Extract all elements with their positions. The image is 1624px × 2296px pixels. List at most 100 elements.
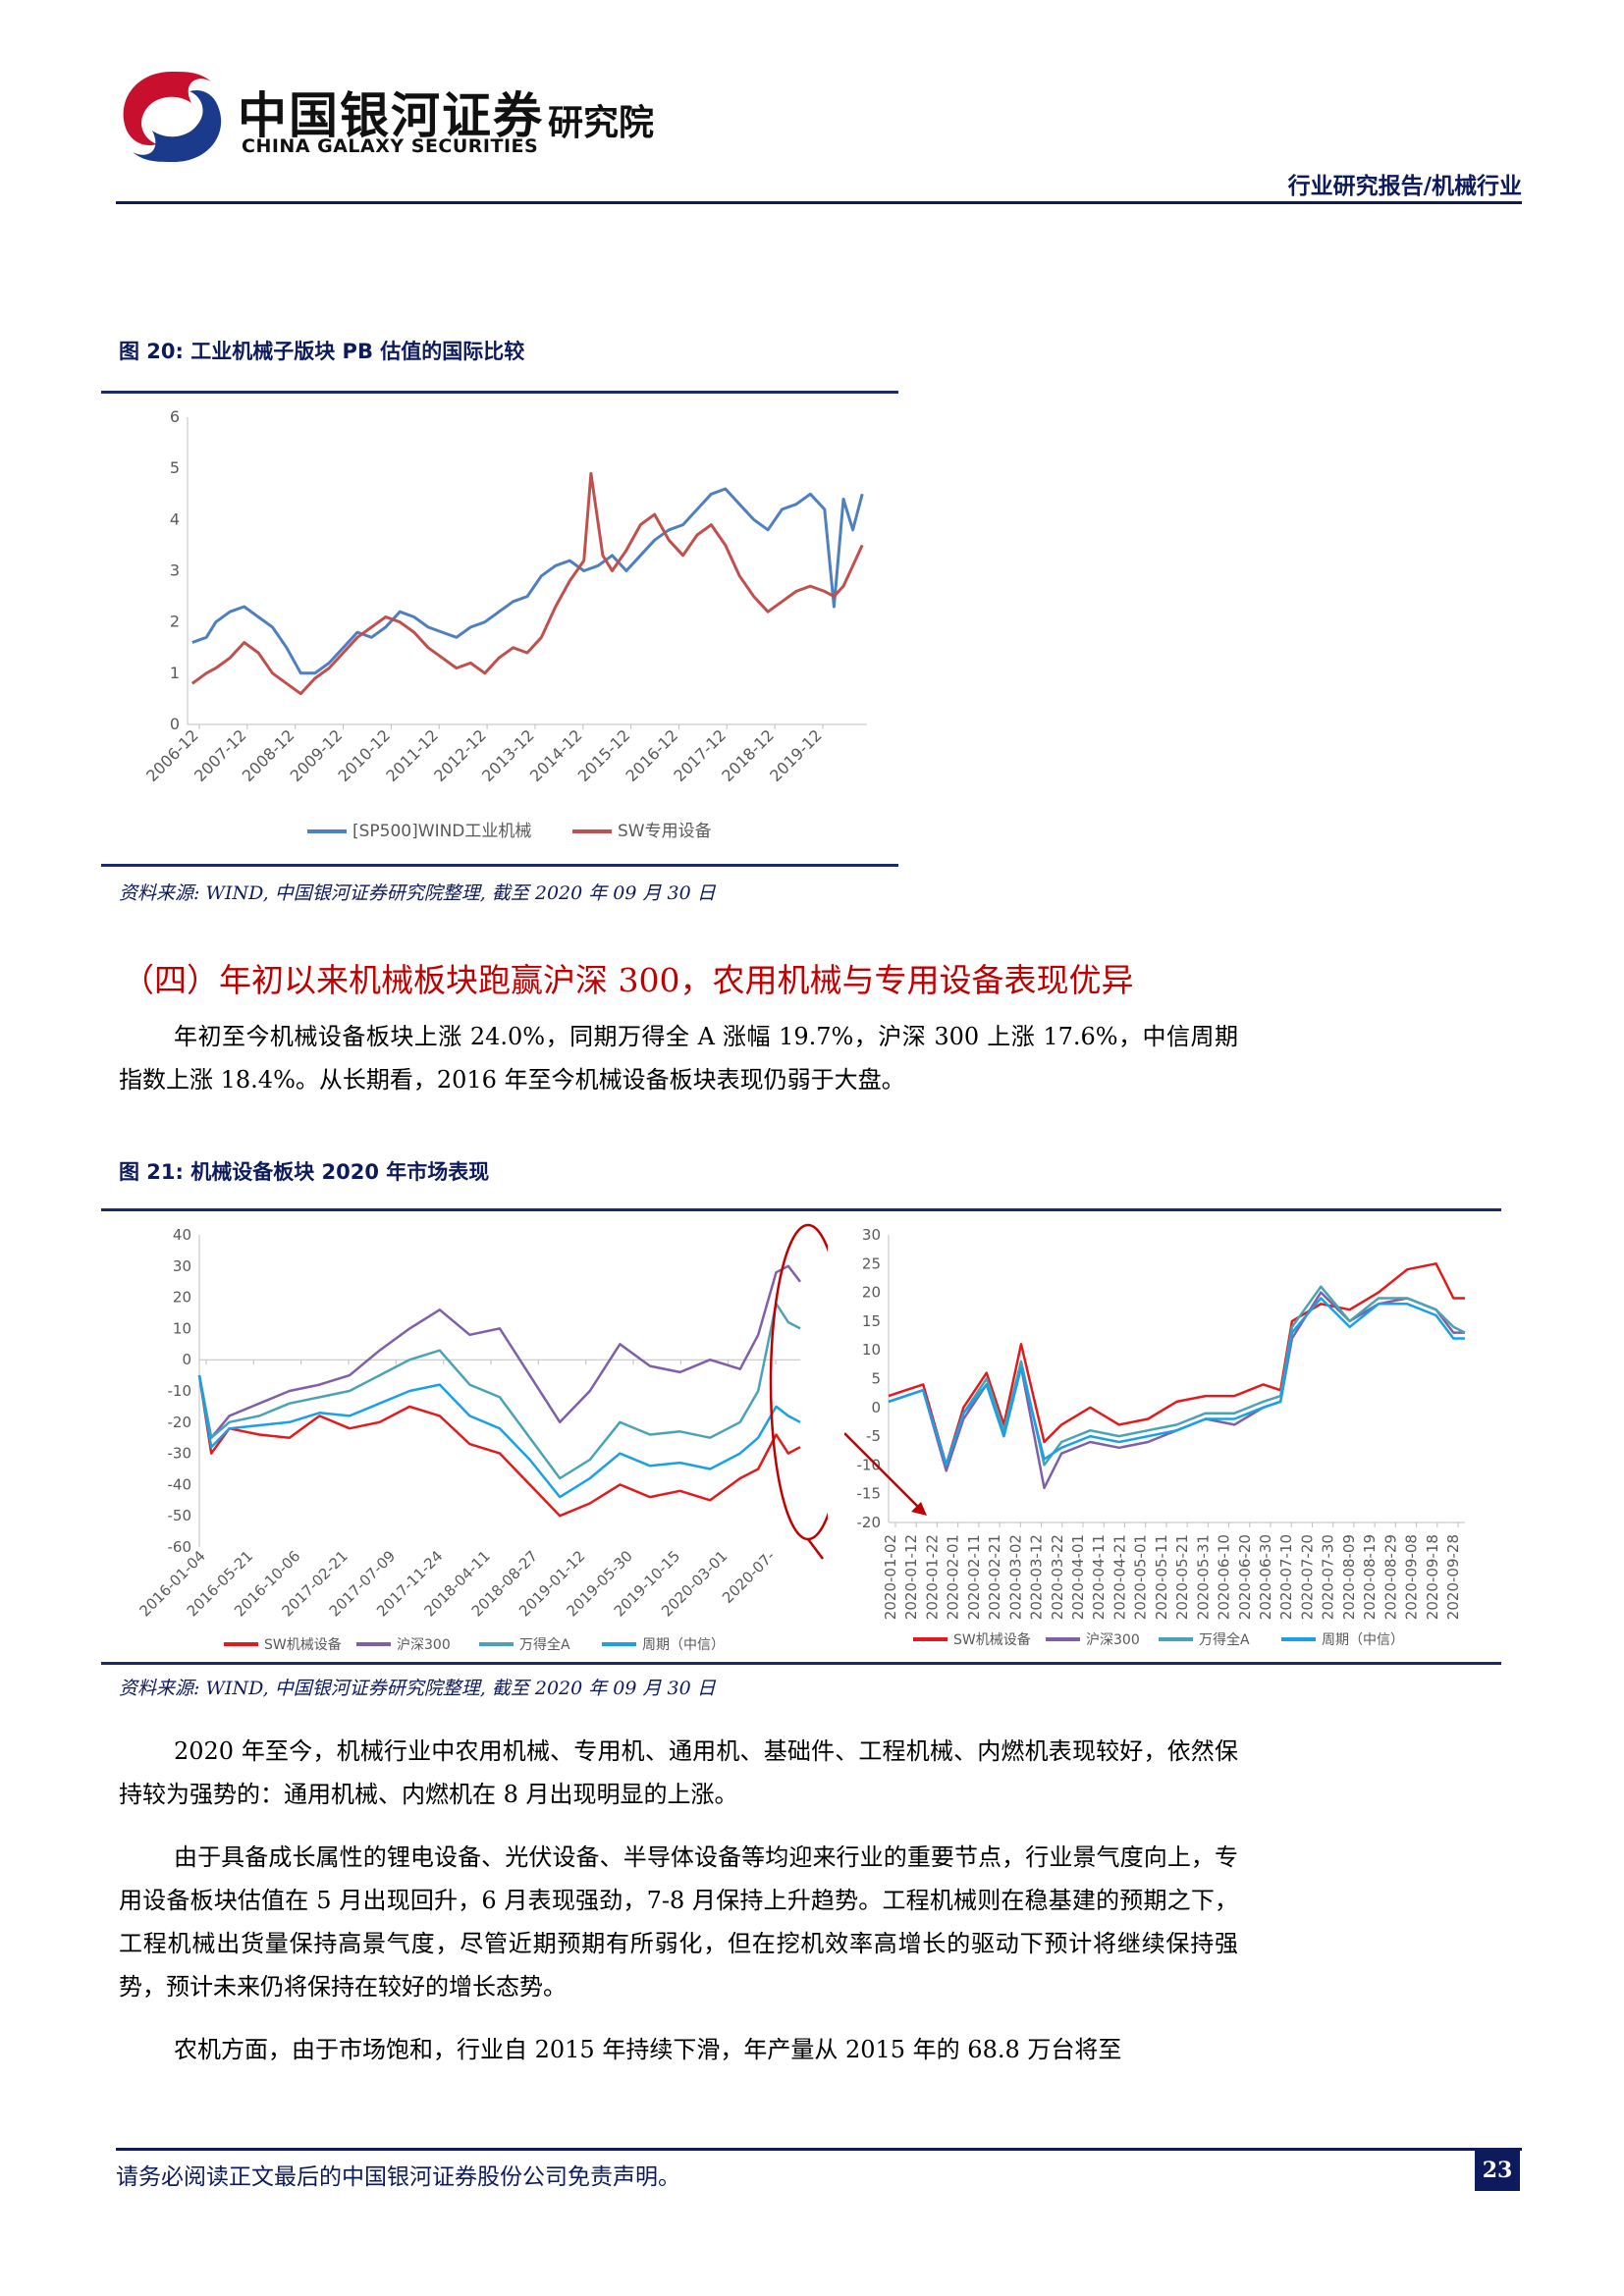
x-tick-label: 2020-08-09 bbox=[1340, 1534, 1358, 1620]
y-tick-label: 3 bbox=[170, 561, 180, 580]
figure21-title: 图 21: 机械设备板块 2020 年市场表现 bbox=[119, 1160, 490, 1184]
y-tick-label: -20 bbox=[857, 1514, 882, 1531]
report-category: 行业研究报告/机械行业 bbox=[1287, 174, 1522, 199]
x-tick-label: 2014-12 bbox=[526, 725, 586, 785]
x-tick-label: 2017-12 bbox=[670, 725, 730, 785]
paragraph-4: 农机方面，由于市场饱和，行业自 2015 年持续下滑，年产量从 2015 年的 … bbox=[174, 2036, 1122, 2063]
x-tick-label: 2020-02-21 bbox=[986, 1534, 1003, 1620]
x-tick-label: 2020-07-30 bbox=[1320, 1534, 1337, 1620]
x-tick-label: 2020-06-10 bbox=[1216, 1534, 1233, 1620]
x-tick-label: 2020-09-18 bbox=[1424, 1534, 1441, 1620]
y-tick-label: 20 bbox=[173, 1289, 191, 1307]
x-tick-label: 2020-04-11 bbox=[1090, 1534, 1108, 1620]
x-tick-label: 2020-09-28 bbox=[1444, 1534, 1462, 1620]
logo-institute: 研究院 bbox=[548, 103, 655, 143]
x-tick-label: 2018-12 bbox=[718, 725, 778, 785]
y-tick-label: 0 bbox=[170, 715, 180, 733]
y-tick-label: 6 bbox=[170, 407, 180, 426]
x-tick-label: 2020-03-02 bbox=[1006, 1534, 1024, 1620]
series-line-3 bbox=[197, 1374, 801, 1499]
x-tick-label: 2020-03-12 bbox=[1028, 1534, 1046, 1620]
series-line-0 bbox=[888, 1262, 1465, 1467]
footer-disclaimer: 请务必阅读正文最后的中国银河证券股份公司免责声明。 bbox=[116, 2164, 680, 2190]
x-tick-label: 2020-02-01 bbox=[945, 1534, 962, 1620]
figure21-bottom-rule bbox=[101, 1662, 1501, 1665]
legend-label-2: 万得全A bbox=[1199, 1631, 1250, 1648]
x-tick-label: 2007-12 bbox=[190, 725, 250, 785]
x-tick-label: 2020-07-10 bbox=[1277, 1534, 1295, 1620]
arrow-line-start bbox=[807, 1538, 824, 1560]
series-line-1 bbox=[190, 471, 864, 696]
legend-label-3: 周期（中信） bbox=[642, 1637, 725, 1653]
y-tick-label: -60 bbox=[168, 1538, 192, 1556]
y-tick-label: 40 bbox=[173, 1226, 191, 1244]
x-tick-label: 2020-02-11 bbox=[965, 1534, 983, 1620]
highlight-ellipse bbox=[769, 1223, 828, 1541]
y-tick-label: -30 bbox=[168, 1445, 192, 1463]
section-heading: （四）年初以来机械板块跑赢沪深 300，农用机械与专用设备表现优异 bbox=[122, 961, 1134, 999]
series-line-3 bbox=[888, 1297, 1465, 1467]
y-tick-label: -10 bbox=[168, 1382, 192, 1400]
figure20-top-rule bbox=[101, 391, 898, 394]
x-tick-label: 2010-12 bbox=[335, 725, 395, 785]
figure20-bottom-rule bbox=[101, 864, 898, 867]
figure20-title: 图 20: 工业机械子版块 PB 估值的国际比较 bbox=[119, 340, 525, 363]
x-tick-label: 2015-12 bbox=[574, 725, 634, 785]
series-line-0 bbox=[191, 487, 864, 675]
arrow-head-icon bbox=[911, 1502, 927, 1516]
x-tick-label: 2020-01-12 bbox=[902, 1534, 920, 1620]
legend-label-1: SW专用设备 bbox=[618, 822, 712, 841]
legend-label-1: 沪深300 bbox=[1086, 1632, 1140, 1648]
x-tick-label: 2020-06-20 bbox=[1236, 1534, 1254, 1620]
x-tick-label: 2020-07-20 bbox=[1298, 1534, 1316, 1620]
legend-label-0: [SP500]WIND工业机械 bbox=[352, 822, 531, 841]
x-tick-label: 2009-12 bbox=[287, 725, 347, 785]
legend-label-0: SW机械设备 bbox=[264, 1636, 342, 1653]
x-tick-label: 2020-05-31 bbox=[1194, 1534, 1212, 1620]
y-tick-label: 15 bbox=[862, 1312, 881, 1330]
x-tick-label: 2013-12 bbox=[478, 725, 538, 785]
logo-chinese-name: 中国银河证券 bbox=[238, 87, 544, 144]
y-tick-label: -20 bbox=[168, 1414, 192, 1431]
x-tick-label: 2006-12 bbox=[142, 725, 202, 785]
figure21-top-rule bbox=[101, 1208, 1501, 1211]
y-tick-label: 25 bbox=[862, 1255, 881, 1272]
x-tick-label: 2020-05-21 bbox=[1173, 1534, 1191, 1620]
paragraph-1: 年初至今机械设备板块上涨 24.0%，同期万得全 A 涨幅 19.7%，沪深 3… bbox=[119, 1023, 1238, 1094]
x-tick-label: 2020-07- bbox=[719, 1547, 779, 1607]
x-tick-label: 2020-05-11 bbox=[1153, 1534, 1170, 1620]
x-tick-label: 2019-12 bbox=[766, 725, 826, 785]
y-tick-label: -15 bbox=[857, 1485, 882, 1503]
x-tick-label: 2020-08-19 bbox=[1361, 1534, 1379, 1620]
y-tick-label: 5 bbox=[871, 1370, 881, 1388]
legend-label-1: 沪深300 bbox=[397, 1637, 451, 1653]
x-tick-label: 2020-05-01 bbox=[1132, 1534, 1150, 1620]
y-tick-label: -5 bbox=[866, 1427, 881, 1445]
x-tick-label: 2020-04-21 bbox=[1110, 1534, 1128, 1620]
y-tick-label: 30 bbox=[862, 1226, 881, 1244]
footer-divider bbox=[116, 2148, 1522, 2151]
y-tick-label: 0 bbox=[871, 1399, 881, 1416]
y-tick-label: 5 bbox=[170, 458, 180, 477]
x-tick-label: 2020-01-02 bbox=[882, 1534, 899, 1620]
logo-area bbox=[74, 54, 707, 187]
x-tick-label: 2020-03-22 bbox=[1049, 1534, 1066, 1620]
x-tick-label: 2020-01-22 bbox=[923, 1534, 941, 1620]
series-line-2 bbox=[197, 1302, 801, 1480]
logo-english-name: CHINA GALAXY SECURITIES bbox=[242, 135, 539, 157]
header-divider bbox=[116, 201, 1522, 204]
legend-label-3: 周期（中信） bbox=[1322, 1632, 1404, 1648]
x-tick-label: 2020-09-08 bbox=[1403, 1534, 1421, 1620]
figure20-chart: 0 1 2 3 4 5 6 2006-122007-122008-122009-122010-… bbox=[142, 407, 867, 841]
series-line-2 bbox=[888, 1285, 1466, 1467]
x-tick-label: 2020-08-29 bbox=[1381, 1534, 1399, 1620]
paragraph-2: 2020 年至今，机械行业中农用机械、专用机、通用机、基础件、工程机械、内燃机表… bbox=[119, 1737, 1238, 1808]
x-tick-label: 2008-12 bbox=[239, 725, 298, 785]
galaxy-logo-icon bbox=[123, 72, 222, 162]
y-tick-label: 4 bbox=[170, 509, 180, 528]
figure20-source: 资料来源: WIND, 中国银河证券研究院整理, 截至 2020 年 09 月 … bbox=[119, 882, 716, 904]
page-number: 23 bbox=[1475, 2150, 1520, 2191]
x-tick-label: 2020-06-30 bbox=[1257, 1534, 1274, 1620]
y-tick-label: -40 bbox=[168, 1475, 192, 1493]
